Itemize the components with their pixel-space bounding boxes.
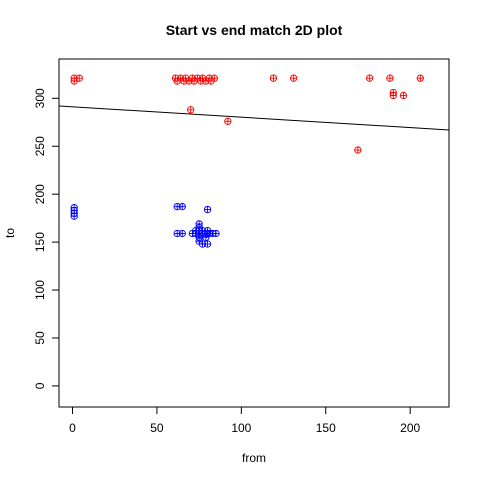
- data-point-red: [224, 117, 232, 125]
- y-axis: 0 50 100 150 200 250 300: [33, 88, 60, 389]
- data-point-red: [365, 74, 374, 82]
- data-point-red: [416, 74, 424, 82]
- data-point-blue: [192, 226, 200, 235]
- fit-line-layer: [58, 105, 450, 131]
- data-point-red: [399, 91, 408, 100]
- data-point-blue: [212, 229, 220, 238]
- y-tick-label: 300: [33, 88, 47, 108]
- y-tick-label: 150: [33, 232, 47, 252]
- fit-line: [58, 105, 450, 131]
- x-axis: 0 50 100 150 200: [69, 406, 421, 435]
- x-tick-label: 150: [316, 421, 336, 435]
- data-point-blue: [203, 226, 212, 235]
- y-tick-label: 50: [33, 331, 47, 345]
- data-point-blue: [202, 233, 210, 241]
- chart-title: Start vs end match 2D plot: [166, 22, 343, 38]
- y-tick-label: 100: [33, 280, 47, 300]
- points-layer: [70, 74, 424, 248]
- x-tick-label: 200: [400, 421, 420, 435]
- data-point-blue: [178, 202, 186, 211]
- data-point-red: [187, 106, 195, 114]
- x-tick-label: 50: [150, 421, 164, 435]
- x-axis-label: from: [242, 451, 266, 465]
- data-point-blue: [203, 205, 212, 214]
- y-axis-label: to: [3, 228, 17, 238]
- data-point-red: [210, 74, 218, 82]
- data-point-red: [354, 146, 362, 154]
- data-point-red: [389, 91, 397, 100]
- y-tick-label: 200: [33, 184, 47, 204]
- x-tick-label: 100: [231, 421, 251, 435]
- data-point-blue: [70, 212, 78, 220]
- y-tick-label: 0: [33, 382, 47, 389]
- y-tick-label: 250: [33, 136, 47, 156]
- data-point-blue: [203, 240, 212, 248]
- data-point-red: [269, 74, 278, 82]
- data-point-red: [386, 74, 394, 82]
- data-point-blue: [178, 229, 186, 238]
- data-point-red: [290, 74, 298, 82]
- x-tick-label: 0: [69, 421, 76, 435]
- data-point-red: [75, 74, 83, 82]
